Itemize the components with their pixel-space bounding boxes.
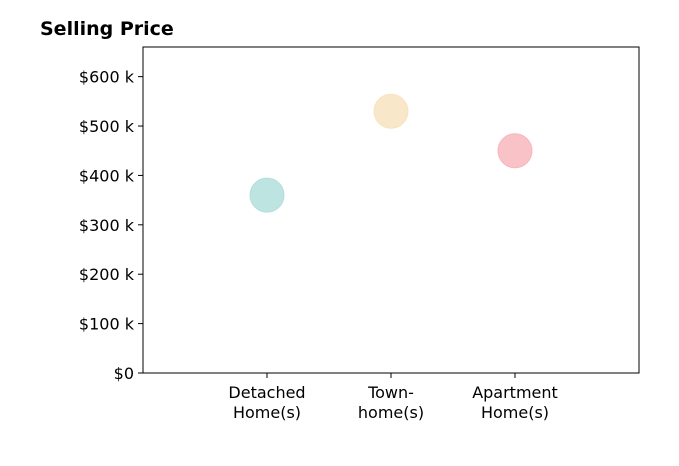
y-tick-label: $400 k — [79, 166, 135, 185]
y-tick-label: $600 k — [79, 68, 135, 87]
y-tick-label: $300 k — [79, 216, 135, 235]
x-axis: DetachedHome(s)Town-home(s)ApartmentHome… — [228, 373, 558, 422]
y-tick-label: $200 k — [79, 265, 135, 284]
x-tick-label: Detached — [228, 383, 305, 402]
chart-title: Selling Price — [40, 18, 174, 40]
x-tick-label: Town- — [367, 383, 414, 402]
x-tick-label: Apartment — [472, 383, 558, 402]
y-tick-label: $500 k — [79, 117, 135, 136]
data-point — [249, 177, 285, 213]
x-tick-label: home(s) — [358, 403, 424, 422]
data-points — [249, 93, 533, 213]
data-point — [373, 93, 409, 129]
data-point — [497, 133, 533, 169]
y-tick-label: $0 — [114, 364, 134, 383]
y-tick-label: $100 k — [79, 315, 135, 334]
x-tick-label: Home(s) — [233, 403, 301, 422]
y-axis: $0 $100 k $200 k $300 k $400 k $500 k $600 k — [79, 68, 143, 383]
x-tick-label: Home(s) — [481, 403, 549, 422]
